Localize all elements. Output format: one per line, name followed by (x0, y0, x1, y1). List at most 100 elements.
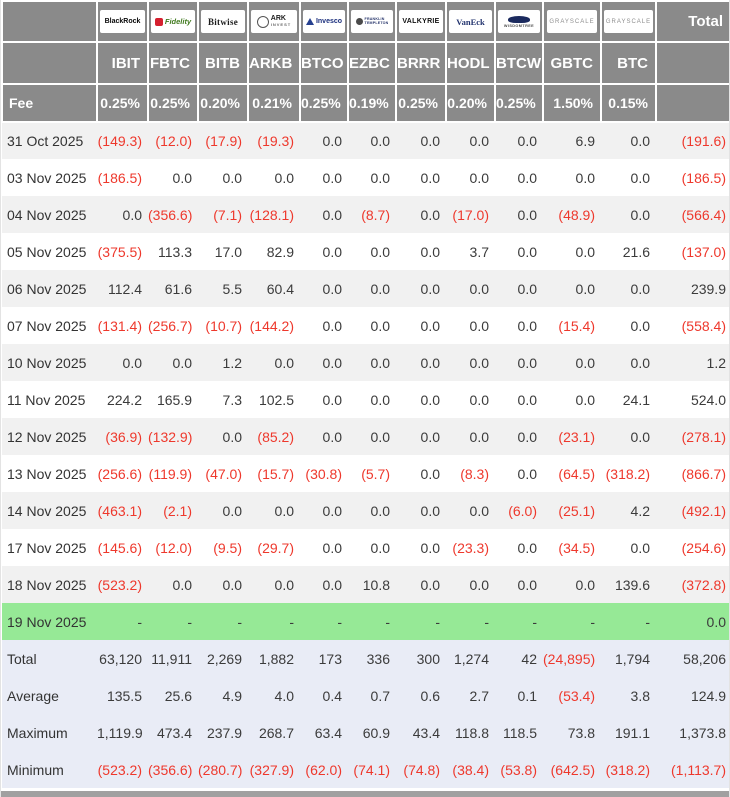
value-cell-BTCW: 0.0 (517, 133, 537, 149)
value-cell-EZBC: 0.0 (370, 428, 390, 445)
value-cell-EZBC: 0.0 (370, 280, 390, 297)
value-cell-BTCO: 0.0 (322, 280, 342, 297)
value-cell-BTC: 0.0 (630, 539, 650, 556)
row-label: 11 Nov 2025 (7, 391, 86, 408)
value-cell-BTC: 4.2 (630, 502, 650, 519)
value-cell-BTCO: 0.0 (322, 133, 342, 149)
row-label: 07 Nov 2025 (7, 317, 87, 334)
row-label: 06 Nov 2025 (7, 280, 87, 297)
row-label: Minimum (7, 761, 64, 778)
summary-row-total: Total 63,120 11,911 2,269 1,882 173 336 300 1,27… (2, 640, 729, 677)
fee-value-HODL: 0.20% (445, 83, 496, 123)
ticker-GBTC: GBTC (542, 41, 602, 85)
fee-value-IBIT: 0.25% (96, 83, 149, 123)
value-cell-GBTC: (23.1) (558, 428, 595, 445)
fee-value-EZBC: 0.19% (347, 83, 397, 123)
logo-text-line1: ARK (270, 15, 286, 23)
value-cell-GBTC: 0.0 (575, 243, 595, 260)
value-cell-EZBC: 0.0 (370, 317, 390, 334)
value-cell-ARKB: 4.0 (274, 687, 294, 704)
value-cell-GBTC: - (590, 613, 595, 630)
fee-value-BITB: 0.20% (197, 83, 249, 123)
value-cell-BITB: 2,269 (206, 650, 242, 667)
value-cell-HODL: 0.0 (469, 317, 489, 334)
value-cell-FBTC: 25.6 (164, 687, 192, 704)
blackrock-logo: BlackRock (99, 10, 146, 33)
value-cell-BRRR: 0.0 (420, 354, 440, 371)
value-cell-BTCO: (30.8) (305, 465, 342, 482)
value-cell-BTC: 0.0 (630, 169, 650, 186)
value-cell-BTCW: 0.0 (517, 465, 537, 482)
table-corner-cell (1, 0, 98, 43)
row-total-cell: 239.9 (690, 280, 726, 297)
value-cell-ARKB: 60.4 (266, 280, 294, 297)
value-cell-IBIT: 0.0 (122, 354, 142, 371)
value-cell-BITB: (7.1) (213, 206, 242, 223)
value-cell-EZBC: 0.0 (370, 391, 390, 408)
value-cell-GBTC: (642.5) (550, 761, 595, 778)
value-cell-BTCO: 0.0 (322, 317, 342, 334)
value-cell-FBTC: (132.9) (148, 428, 193, 445)
value-cell-EZBC: 0.0 (370, 502, 390, 519)
logo-text: Invesco (315, 18, 343, 25)
provider-cell-fidelity: Fidelity (147, 0, 199, 43)
fee-value-BTCW: 0.25% (494, 83, 544, 123)
row-total-cell: (558.4) (681, 317, 726, 334)
row-label: 31 Oct 2025 (7, 133, 84, 149)
value-cell-ARKB: (19.3) (257, 133, 294, 149)
value-cell-BRRR: 43.4 (412, 724, 440, 741)
value-cell-BTCW: 0.0 (517, 428, 537, 445)
fee-value-GBTC: 1.50% (542, 83, 602, 123)
row-total-cell: 1.2 (706, 354, 726, 371)
value-cell-ARKB: - (289, 613, 294, 630)
ticker-BTCW: BTCW (494, 41, 544, 85)
ticker-row-blank-cell (1, 41, 98, 85)
fee-label-cell: Fee (1, 83, 98, 123)
value-cell-HODL: 0.0 (469, 576, 489, 593)
value-cell-GBTC: 0.0 (575, 354, 595, 371)
row-label: 12 Nov 2025 (7, 428, 87, 445)
value-cell-FBTC: 473.4 (156, 724, 192, 741)
value-cell-BTC: (318.2) (605, 761, 650, 778)
value-cell-EZBC: - (385, 613, 390, 630)
logo-text-line1: FRANKLIN (364, 16, 385, 21)
value-cell-BTCO: (62.0) (305, 761, 342, 778)
value-cell-FBTC: - (187, 613, 192, 630)
value-cell-ARKB: 1,882 (258, 650, 294, 667)
provider-cell-vaneck: VanEck (445, 0, 496, 43)
daily-flow-row: 12 Nov 2025 (36.9) (132.9) 0.0 (85.2) 0.0 0.0 0… (2, 418, 729, 455)
value-cell-IBIT: (523.2) (97, 761, 142, 778)
logo-text: Bitwise (207, 16, 239, 27)
value-cell-BTC: 139.6 (614, 576, 650, 593)
row-total-cell: 124.9 (690, 687, 726, 704)
value-cell-IBIT: 135.5 (106, 687, 142, 704)
value-cell-HODL: (17.0) (452, 206, 489, 223)
value-cell-ARKB: 82.9 (266, 243, 294, 260)
value-cell-EZBC: 0.0 (370, 133, 390, 149)
horizontal-scrollbar[interactable] (1, 790, 729, 797)
value-cell-GBTC: (24,895) (543, 650, 596, 667)
value-cell-IBIT: (145.6) (97, 539, 142, 556)
daily-flow-row: 31 Oct 2025 (149.3) (12.0) (17.9) (19.3) 0.0 0… (2, 122, 729, 159)
value-cell-HODL: 118.8 (455, 724, 489, 741)
grayscale-logo: GRAYSCALE (604, 10, 653, 33)
value-cell-BTC: 24.1 (622, 391, 650, 408)
value-cell-BRRR: (74.8) (403, 761, 440, 778)
row-total-cell: (186.5) (681, 169, 726, 186)
value-cell-GBTC: 73.8 (567, 724, 595, 741)
row-label: 13 Nov 2025 (7, 465, 87, 482)
value-cell-GBTC: 0.0 (575, 576, 595, 593)
value-cell-FBTC: (12.0) (155, 539, 192, 556)
logo-text: BlackRock (104, 18, 141, 25)
bitwise-logo: Bitwise (200, 10, 246, 33)
value-cell-BTCO: 0.0 (322, 354, 342, 371)
ticker-row: IBIT FBTC BITB ARKB BTCO EZBC BRRR HODL BTCW GBTC… (1, 41, 729, 85)
logo-text: VALKYRIE (402, 18, 440, 25)
value-cell-BTCW: 118.5 (503, 724, 537, 741)
ticker-FBTC: FBTC (147, 41, 199, 85)
value-cell-BTC: 0.0 (630, 428, 650, 445)
row-total-cell: (254.6) (681, 539, 726, 556)
value-cell-BTCO: 63.4 (314, 724, 342, 741)
ticker-EZBC: EZBC (347, 41, 397, 85)
